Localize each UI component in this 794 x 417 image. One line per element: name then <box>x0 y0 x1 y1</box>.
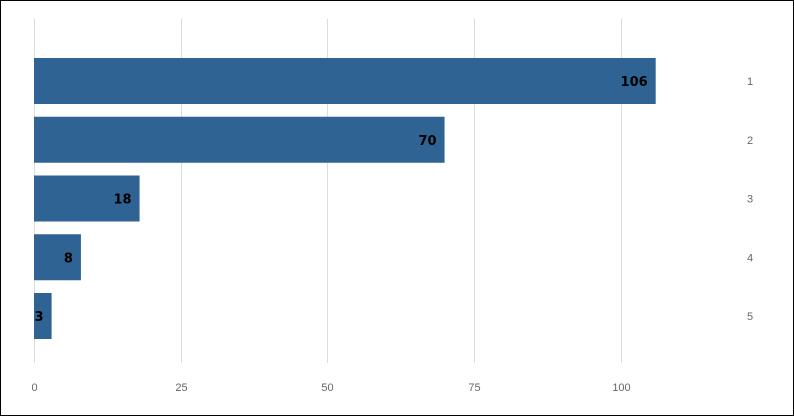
bar-1 <box>34 58 656 104</box>
x-tick-label: 75 <box>468 382 480 394</box>
bar-value-label: 70 <box>418 134 436 149</box>
category-label: 1 <box>747 76 753 88</box>
category-axis: 1 2 3 4 5 <box>747 76 753 323</box>
category-label: 5 <box>747 311 753 323</box>
category-label: 2 <box>747 135 753 147</box>
x-tick-label: 50 <box>321 382 333 394</box>
x-axis-ticks: 0 25 50 75 100 <box>31 382 630 394</box>
category-label: 4 <box>747 252 753 264</box>
x-tick-label: 0 <box>31 382 37 394</box>
bar-value-label: 106 <box>621 75 648 90</box>
x-tick-label: 25 <box>175 382 187 394</box>
bar-value-label: 18 <box>113 193 131 208</box>
x-tick-label: 100 <box>612 382 630 394</box>
data-labels: 106 70 18 8 3 <box>35 75 648 325</box>
bar-2 <box>34 116 445 163</box>
bar-5 <box>34 293 52 339</box>
bar-value-label: 3 <box>35 310 44 325</box>
bar-4 <box>34 234 81 281</box>
bars <box>34 58 656 339</box>
bar-value-label: 8 <box>64 251 73 266</box>
category-label: 3 <box>747 194 753 206</box>
bar-3 <box>34 175 140 222</box>
